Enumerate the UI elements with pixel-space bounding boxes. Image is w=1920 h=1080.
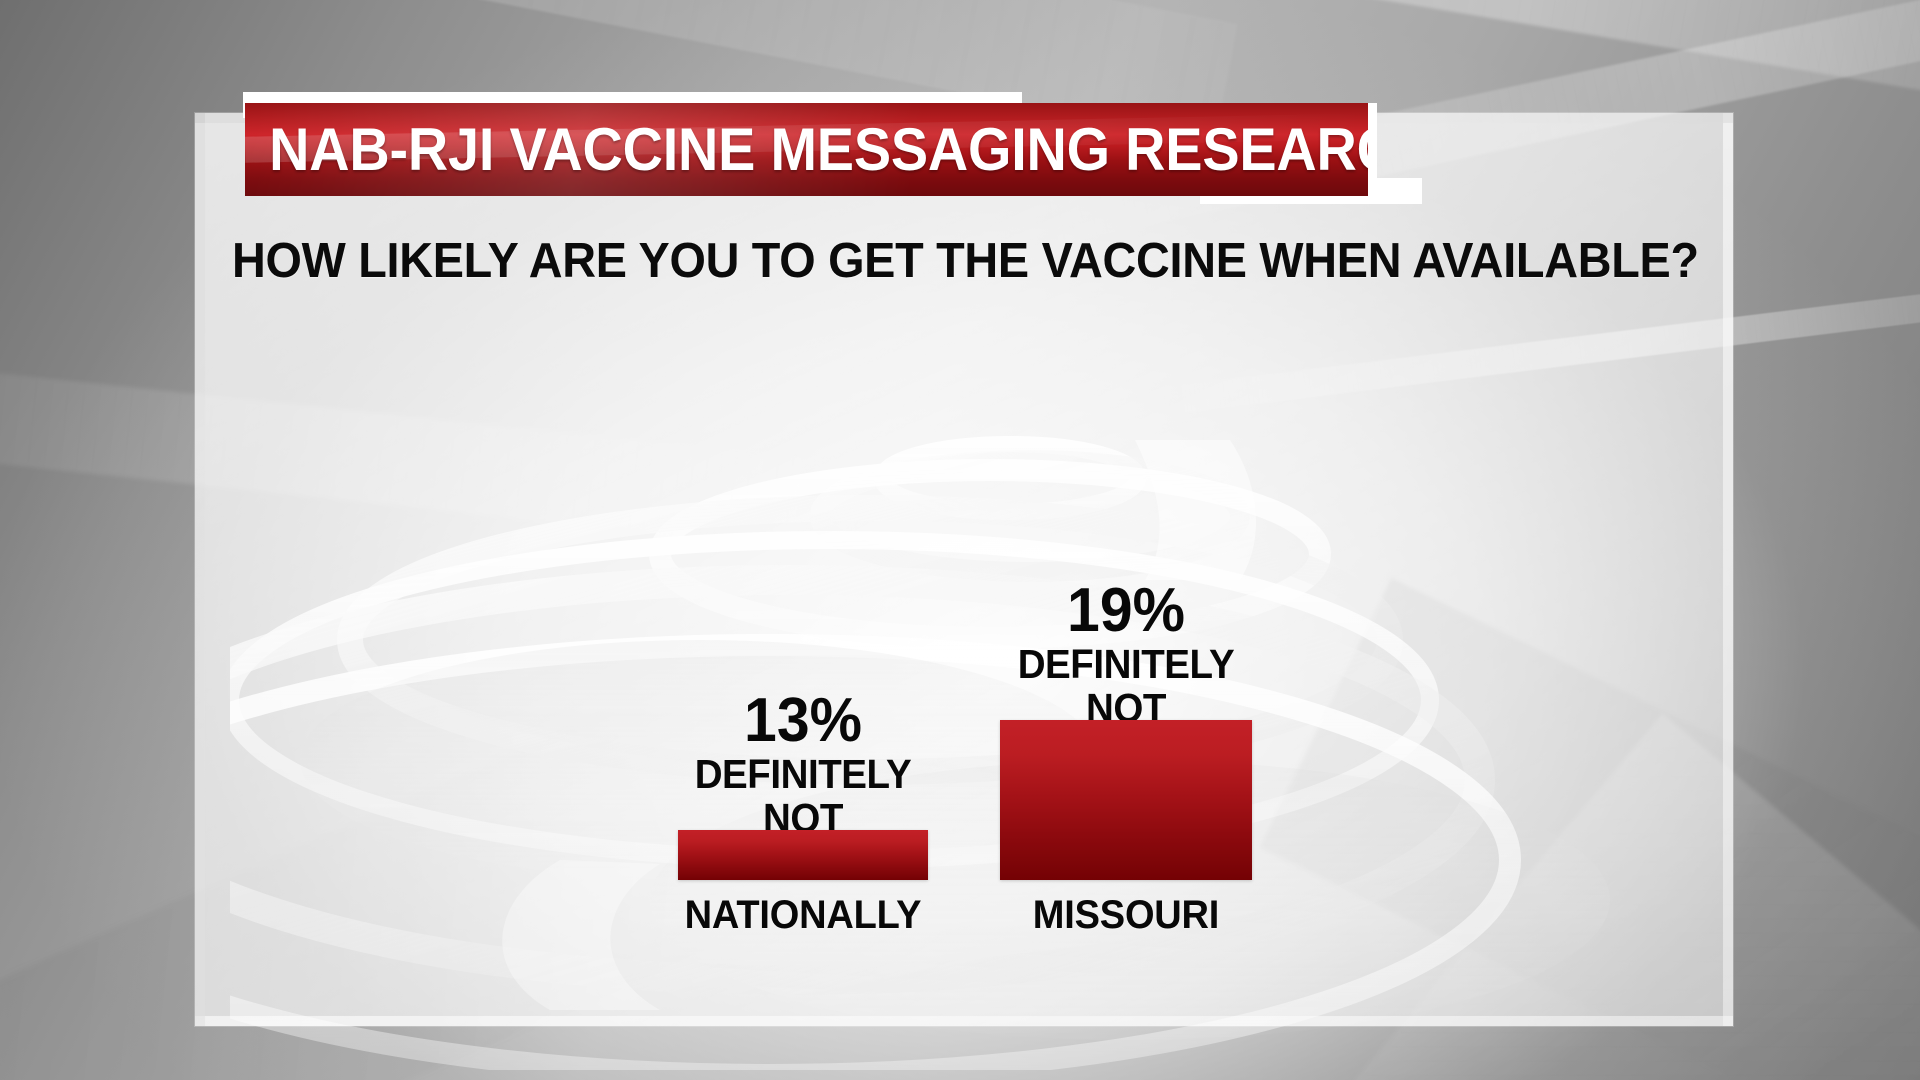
page-title: NAB-RJI VACCINE MESSAGING RESEARCH STUDY: [269, 115, 1368, 183]
title-banner: NAB-RJI VACCINE MESSAGING RESEARCH STUDY: [245, 103, 1377, 196]
bar-missouri[interactable]: [1000, 720, 1252, 880]
bar-category-nationally: NATIONALLY: [684, 893, 922, 937]
bar-response-line1-missouri: DEFINITELY: [1017, 641, 1235, 687]
bar-response-line1-nationally: DEFINITELY: [694, 751, 912, 797]
bar-nationally[interactable]: [678, 830, 928, 880]
chart-question-subtitle: HOW LIKELY ARE YOU TO GET THE VACCINE WH…: [232, 234, 1699, 288]
bar-percent-missouri: 19%: [1067, 576, 1185, 645]
bar-category-missouri: MISSOURI: [1032, 893, 1220, 937]
bar-value-label-missouri: 19% DEFINITELY NOT: [921, 580, 1331, 730]
bar-percent-nationally: 13%: [744, 686, 862, 755]
